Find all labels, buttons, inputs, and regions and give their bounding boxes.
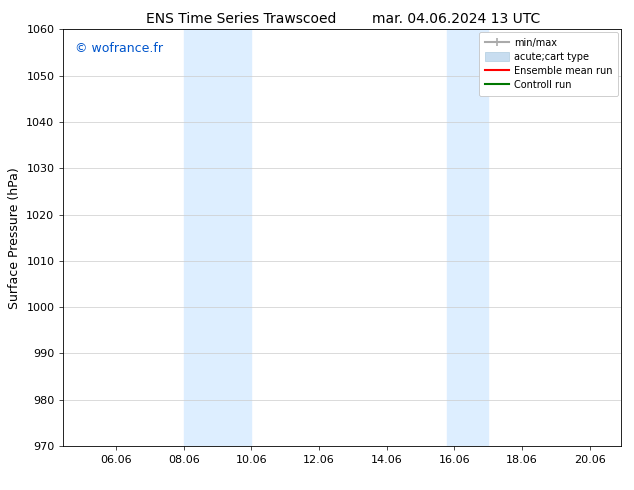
Bar: [447, 29, 488, 446]
Bar: [184, 29, 252, 446]
Legend: min/max, acute;cart type, Ensemble mean run, Controll run: min/max, acute;cart type, Ensemble mean …: [479, 32, 618, 96]
Text: mar. 04.06.2024 13 UTC: mar. 04.06.2024 13 UTC: [372, 12, 541, 26]
Text: © wofrance.fr: © wofrance.fr: [75, 42, 162, 55]
Text: ENS Time Series Trawscoed: ENS Time Series Trawscoed: [146, 12, 336, 26]
Y-axis label: Surface Pressure (hPa): Surface Pressure (hPa): [8, 167, 21, 309]
